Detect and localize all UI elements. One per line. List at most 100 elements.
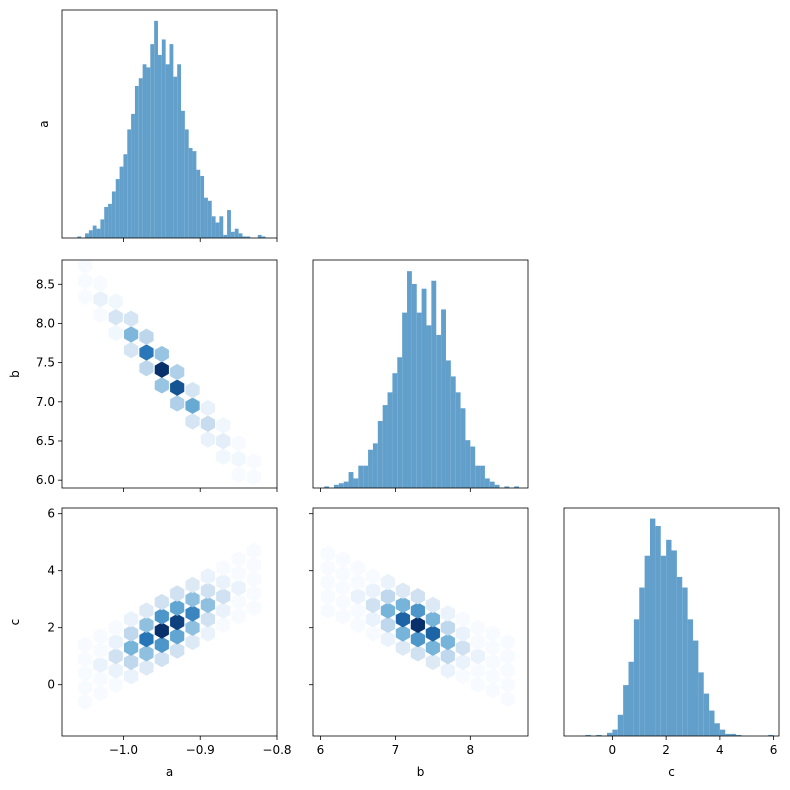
hex-cell	[440, 633, 455, 651]
hex-cell	[500, 648, 515, 665]
hex-cell	[455, 610, 470, 628]
hex-cell	[77, 679, 93, 696]
hex-cell	[139, 344, 154, 361]
hex-cell	[108, 619, 123, 636]
hex-cell	[200, 582, 215, 599]
frame	[312, 507, 529, 737]
x-axis-label: b	[417, 765, 425, 779]
hex-cell	[154, 650, 169, 668]
bar	[165, 64, 170, 238]
hex-cell	[93, 275, 108, 292]
hex-cell	[200, 568, 215, 585]
x-tick-label: 8	[466, 743, 474, 757]
x-tick-label: 4	[716, 743, 724, 757]
hex-cell	[200, 415, 215, 432]
hex-cell	[246, 468, 262, 486]
hex-cell	[124, 639, 139, 656]
panel: 0 2 4 6 c	[563, 507, 780, 779]
bar	[484, 478, 490, 488]
hex-cell	[185, 605, 200, 622]
bar	[392, 373, 398, 488]
y-tick-label: 0	[47, 678, 55, 692]
hex-cell	[170, 379, 185, 396]
hex-cell	[440, 605, 455, 622]
bar	[703, 693, 710, 736]
hex-cell	[77, 650, 93, 668]
hex-cell	[231, 450, 246, 468]
bar	[445, 360, 451, 488]
bar	[455, 392, 461, 488]
bar	[623, 685, 629, 736]
hex-cell	[246, 571, 262, 588]
hex-cell	[108, 662, 123, 679]
hex-cell	[108, 293, 123, 310]
hex-cell	[246, 585, 262, 602]
hex-cell	[200, 399, 215, 417]
bar	[402, 312, 408, 488]
bar	[617, 714, 624, 736]
hex-cell	[500, 662, 515, 679]
bar	[358, 465, 364, 488]
hex-cell	[124, 610, 139, 628]
bar	[426, 325, 432, 488]
bar	[227, 210, 231, 238]
bar	[687, 619, 693, 736]
hex-cell	[108, 324, 123, 342]
bar	[204, 197, 208, 238]
hex-cell	[154, 608, 169, 625]
hex-cell	[395, 582, 410, 599]
plot-area	[77, 20, 266, 238]
hex-cell	[246, 453, 262, 470]
y-axis-label: b	[8, 370, 22, 378]
bar	[100, 219, 105, 238]
hex-cell	[485, 639, 500, 656]
hex-cell	[425, 625, 440, 642]
hex-cell	[380, 630, 396, 648]
x-axis-label: c	[668, 765, 675, 779]
hex-cell	[335, 608, 351, 625]
bar	[585, 734, 591, 736]
hex-cell	[231, 608, 246, 625]
hex-cell	[410, 616, 425, 634]
hex-cell	[108, 633, 123, 651]
y-axis-label: c	[8, 619, 22, 626]
y-tick-label: 2	[47, 621, 55, 635]
hex-cell	[470, 619, 485, 636]
hex-cell	[139, 630, 154, 648]
hex-cell	[485, 653, 500, 671]
bar	[88, 230, 93, 238]
hex-cell	[93, 290, 108, 308]
bar	[146, 67, 151, 238]
frame	[61, 507, 278, 737]
bar	[223, 234, 228, 238]
bar	[698, 672, 704, 736]
bar	[407, 271, 412, 488]
hex-cell	[124, 625, 139, 642]
hex-cell	[455, 653, 470, 671]
hex-cell	[470, 662, 485, 679]
bar	[169, 44, 174, 238]
bar	[196, 169, 201, 238]
hex-cell	[365, 596, 381, 614]
hex-cell	[500, 633, 515, 651]
hex-cell	[216, 573, 231, 591]
hex-cell	[200, 610, 215, 628]
hex-cell	[231, 466, 246, 483]
hex-cell	[350, 588, 366, 605]
hex-cell	[365, 582, 381, 599]
hex-cell	[216, 432, 231, 450]
bar	[111, 191, 116, 238]
hex-cell	[350, 602, 366, 619]
hex-cell	[335, 593, 351, 611]
bar	[127, 129, 132, 238]
x-tick-label: −1.0	[109, 743, 138, 757]
bar	[725, 733, 731, 736]
hex-cell	[93, 642, 108, 659]
hex-cell	[485, 682, 500, 699]
bar	[184, 129, 189, 238]
hex-cell	[380, 588, 396, 605]
hex-cell	[124, 667, 139, 685]
hex-cell	[139, 616, 154, 634]
hex-cell	[455, 667, 470, 685]
